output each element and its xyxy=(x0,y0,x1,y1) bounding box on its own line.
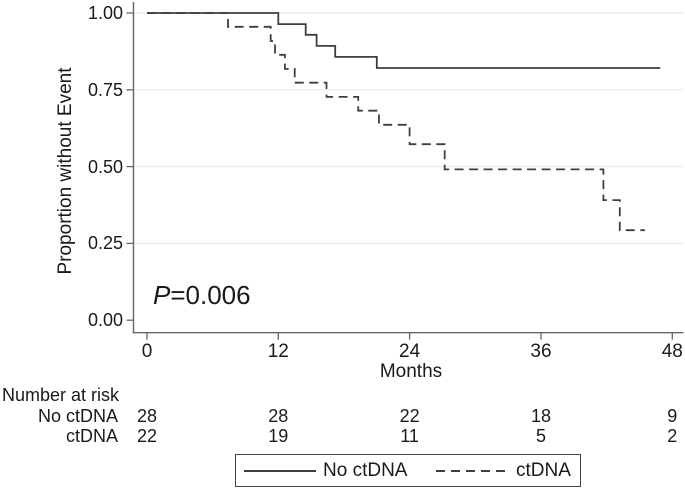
x-tick-label: 12 xyxy=(267,340,289,362)
x-tick-label: 24 xyxy=(399,340,421,362)
solid-line-sample xyxy=(244,470,316,472)
risk-table-title: Number at risk xyxy=(2,385,120,405)
x-axis-title: Months xyxy=(379,361,443,382)
dashed-line-sample xyxy=(436,470,507,472)
risk-row-label-ctdna: ctDNA xyxy=(65,426,118,446)
risk-value: 22 xyxy=(399,406,420,426)
risk-value: 11 xyxy=(400,426,419,446)
x-tick-label: 0 xyxy=(141,340,153,362)
risk-value: 9 xyxy=(667,406,678,426)
risk-value: 22 xyxy=(136,426,158,446)
risk-value: 18 xyxy=(530,406,552,426)
km-curve-ctdna xyxy=(147,12,645,232)
risk-row-label-no-ctdna: No ctDNA xyxy=(37,406,118,426)
km-curve-no-ctdna xyxy=(147,12,661,69)
y-tick-label: 0.75 xyxy=(87,79,123,100)
risk-value: 28 xyxy=(136,406,158,426)
y-tick-label: 1.00 xyxy=(87,3,123,23)
risk-value: 2 xyxy=(667,426,678,446)
p-value-annotation: P=0.006 xyxy=(153,281,251,309)
legend-label-no-ctdna: No ctDNA xyxy=(323,460,408,481)
p-value-text: =0.006 xyxy=(170,280,251,310)
x-tick-label: 36 xyxy=(530,340,552,362)
legend-box: No ctDNA ctDNA xyxy=(235,454,581,487)
y-tick-label: 0.50 xyxy=(87,156,123,177)
risk-value: 28 xyxy=(268,406,289,426)
y-tick-label: 0.00 xyxy=(87,310,123,331)
legend-label-ctdna: ctDNA xyxy=(516,460,571,481)
y-tick-label: 0.25 xyxy=(87,233,123,254)
risk-value: 19 xyxy=(268,426,289,446)
p-value-symbol: P xyxy=(153,280,171,310)
risk-value: 5 xyxy=(535,426,546,446)
x-tick-label: 48 xyxy=(661,340,683,362)
